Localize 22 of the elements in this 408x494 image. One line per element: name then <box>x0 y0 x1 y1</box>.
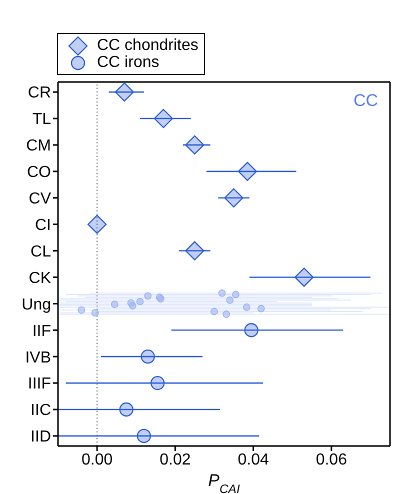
y-tick-label: TL <box>32 111 52 128</box>
y-tick-label: CR <box>28 84 51 102</box>
y-tick-label: IIIF <box>28 376 52 393</box>
y-tick-label: CL <box>30 243 52 260</box>
y-tick-label: CM <box>26 138 51 155</box>
y-tick-label: Ung <box>22 296 51 314</box>
y-tick-label: CK <box>28 270 52 287</box>
y-tick-label: IIF <box>32 322 52 340</box>
x-tick-label: 0.04 <box>238 451 269 468</box>
x-axis-title: P$_{CAI}$ <box>208 471 240 494</box>
x-tick-label: 0.00 <box>81 451 113 468</box>
y-tick-label: CI <box>35 217 51 234</box>
y-tick-label: CO <box>27 164 51 182</box>
y-tick-label: IID <box>30 428 51 446</box>
legend-label: CC chondrites <box>97 37 198 54</box>
x-tick-label: 0.02 <box>160 451 191 468</box>
x-tick-label: 0.06 <box>316 451 348 468</box>
annotation: CC <box>353 91 378 110</box>
y-tick-label: CV <box>28 190 52 208</box>
y-tick-label: IIC <box>30 402 51 420</box>
y-tick-label: IVB <box>25 349 51 366</box>
legend-label: CC irons <box>97 54 160 71</box>
